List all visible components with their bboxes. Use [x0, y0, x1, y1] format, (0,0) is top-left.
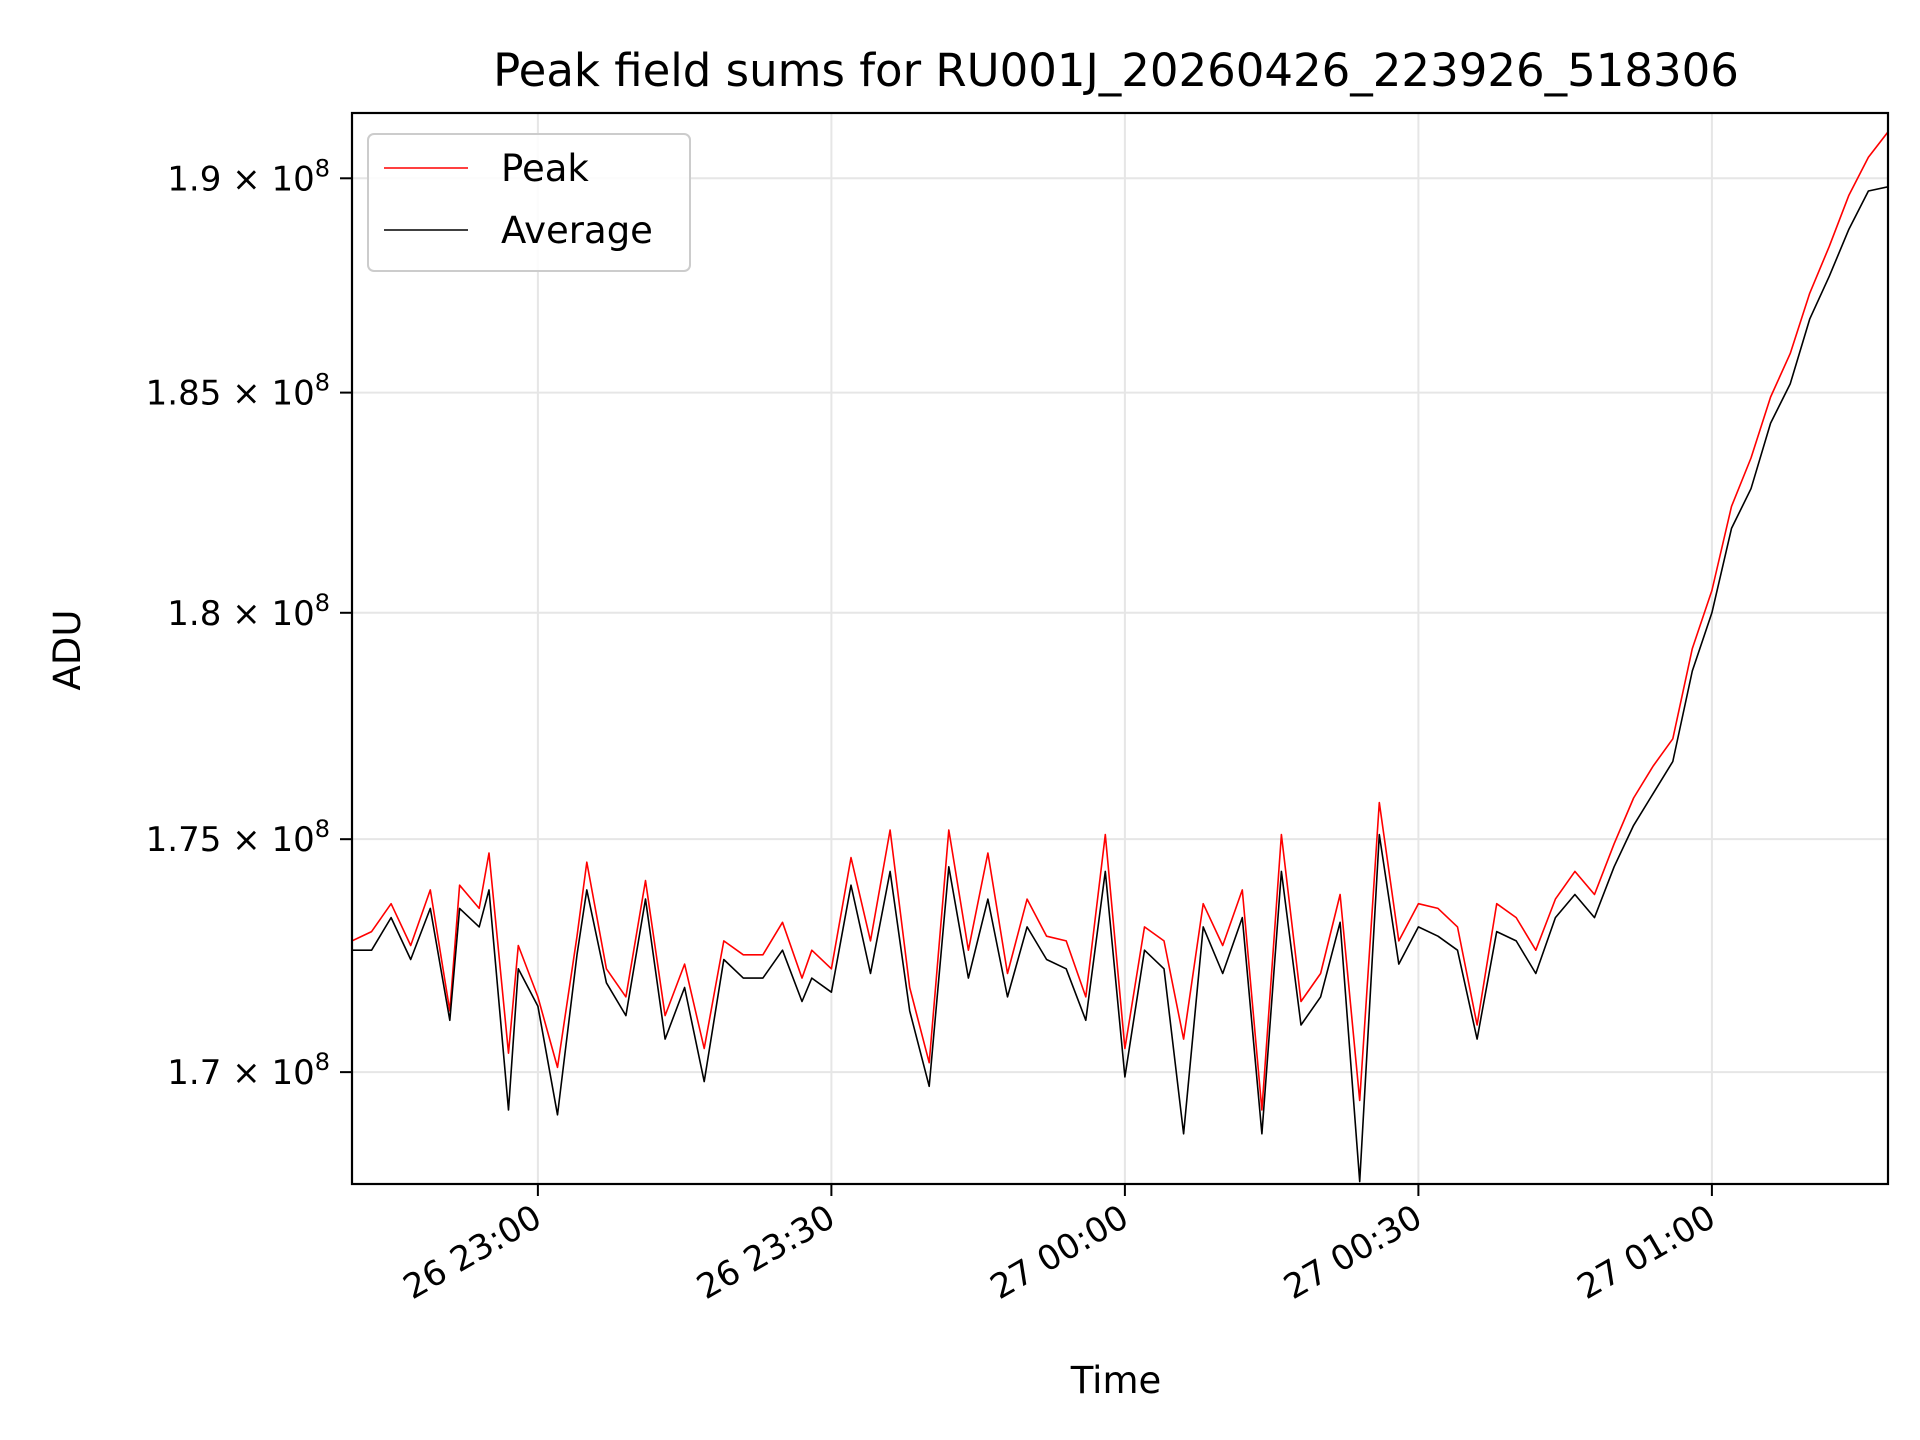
x-axis-label: Time [1070, 1359, 1162, 1402]
series-line-peak [352, 131, 1888, 1111]
series-layer [352, 131, 1888, 1183]
legend-label-peak: Peak [501, 147, 589, 190]
y-axis-label: ADU [46, 610, 89, 691]
legend-label-average: Average [501, 209, 653, 252]
y-axis: 1.7 × 108 1.75 × 108 1.8 × 108 1.85 × 108 1.… [146, 154, 352, 1093]
series-line-average [352, 186, 1888, 1183]
y-tick-label: 1.85 × 108 [146, 369, 330, 414]
plot-frame [350, 111, 1890, 1186]
grid-lines [352, 113, 1888, 1184]
chart-title: Peak field sums for RU001J_20260426_2239… [493, 44, 1739, 97]
y-tick-label: 1.7 × 108 [167, 1048, 330, 1093]
y-tick-label: 1.75 × 108 [146, 815, 330, 860]
y-tick-label: 1.8 × 108 [167, 589, 330, 634]
y-tick-label: 1.9 × 108 [167, 154, 330, 199]
legend: Peak Average [367, 133, 691, 272]
